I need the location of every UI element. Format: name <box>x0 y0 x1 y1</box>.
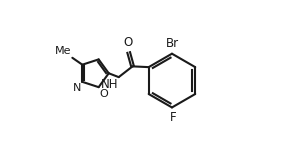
Text: Me: Me <box>55 46 72 56</box>
Text: Br: Br <box>165 37 179 50</box>
Text: O: O <box>99 89 108 100</box>
Text: N: N <box>73 83 82 93</box>
Text: F: F <box>170 111 177 124</box>
Text: NH: NH <box>101 78 118 91</box>
Text: O: O <box>123 36 133 49</box>
